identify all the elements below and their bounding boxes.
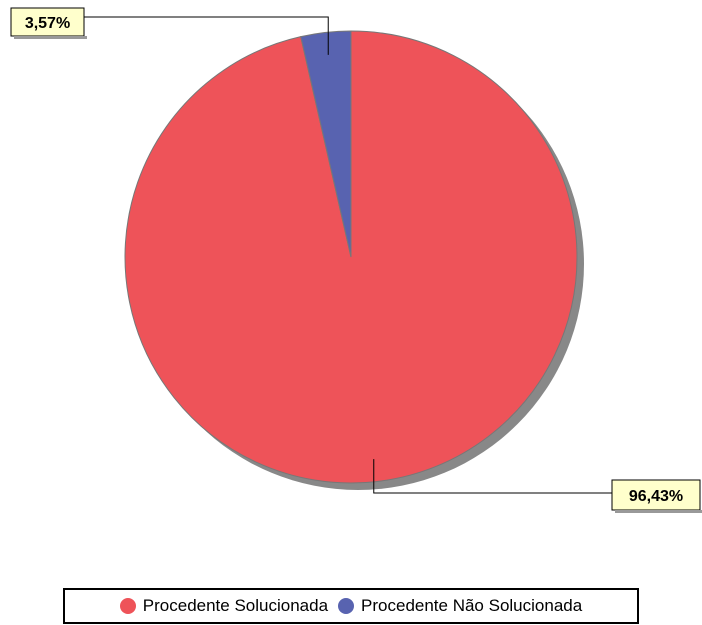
data-label-procedente-nao-solucionada: 3,57% [25, 15, 70, 32]
legend-item-procedente-nao-solucionada: Procedente Não Solucionada [338, 596, 582, 616]
legend-swatch-procedente-nao-solucionada [338, 598, 355, 614]
data-label-shadow-procedente-solucionada [615, 510, 702, 513]
legend-label-procedente-solucionada: Procedente Solucionada [142, 596, 329, 615]
data-label-shadow-procedente-nao-solucionada [14, 36, 87, 39]
chart-legend: Procedente Solucionada Procedente Não So… [63, 588, 639, 624]
leader-line-procedente-solucionada [373, 459, 612, 494]
data-label-procedente-solucionada: 96,43% [629, 488, 683, 505]
legend-item-procedente-solucionada: Procedente Solucionada [119, 596, 329, 616]
legend-label-procedente-nao-solucionada: Procedente Não Solucionada [361, 596, 583, 615]
data-label-box-procedente-nao-solucionada [10, 7, 85, 37]
leader-line-procedente-nao-solucionada [84, 16, 329, 55]
pie-chart: 96,43% 3,57% [10, 7, 702, 513]
pie-slice-procedente-nao-solucionada [300, 30, 352, 258]
legend-swatch-procedente-solucionada [119, 598, 136, 614]
